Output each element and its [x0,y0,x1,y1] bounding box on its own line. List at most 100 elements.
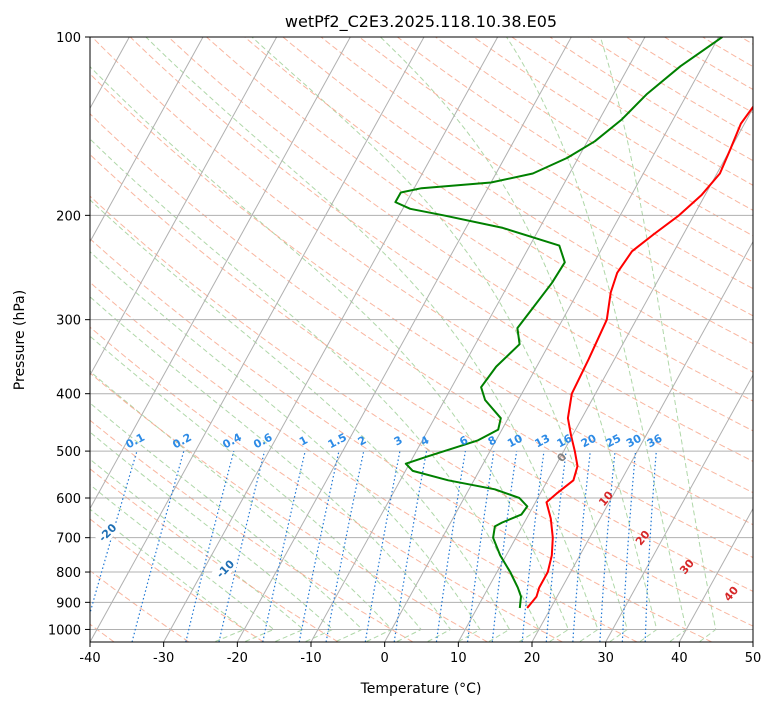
mixing-ratio-label: 3 [392,433,405,448]
mixing-ratio-line [185,450,235,642]
dry-adiabat [90,113,753,559]
mixing-ratio-line [521,451,545,642]
mixing-ratio-label: 0.2 [170,431,193,452]
dry-adiabat [358,37,753,290]
y-axis-label: Pressure (hPa) [12,290,28,390]
dry-adiabat-label-bg [93,519,121,546]
y-tick-label: 500 [56,445,81,460]
isotherm [90,37,351,510]
mixing-ratio-label: 1.5 [326,431,349,452]
mixing-ratio-label: 0.1 [124,431,147,452]
dry-adiabat-label: -30 [0,485,10,508]
mixing-ratio-lines [90,450,657,642]
dry-adiabat [206,37,753,402]
mixing-ratio-line [131,450,185,642]
dry-adiabat [320,37,753,317]
dry-adiabat [168,37,753,432]
mixing-ratio-label: 20 [579,432,599,451]
moist-adiabat [90,138,540,642]
mixing-ratio-line [435,451,466,642]
mixing-ratio-line [621,451,637,642]
mixing-ratio-line [298,450,340,642]
isotherms [90,37,753,642]
y-tick-label: 600 [56,492,81,507]
dry-adiabat [244,37,753,373]
x-tick-label: 10 [450,651,467,666]
dry-adiabat [90,468,339,642]
moist-adiabat [90,65,570,642]
moist-adiabat [90,335,422,642]
x-tick-label: -40 [79,651,100,666]
y-tick-label: 800 [56,566,81,581]
moist-adiabat [90,251,481,642]
dry-adiabat-label-bg [211,555,239,583]
x-tick-label: 50 [745,651,762,666]
profile-line [394,37,723,609]
mixing-ratio-line [90,450,138,615]
dry-adiabat [90,153,753,592]
x-tick-label: 20 [524,651,541,666]
dry-adiabat-label-bg [0,483,11,510]
plot-area: 0.10.20.40.611.52346810131620253036-100-… [0,37,753,642]
moist-adiabat [90,402,363,642]
profile-line [526,105,753,609]
y-tick-label: 700 [56,532,81,547]
dry-adiabat [664,37,753,91]
dry-adiabat [90,372,488,642]
isotherm [384,37,720,642]
y-tick-label: 100 [56,31,81,46]
moist-adiabat-label: 0 [554,450,569,464]
x-tick-label: -30 [153,651,174,666]
moist-adiabat [90,431,334,642]
x-tick-label: -10 [300,651,321,666]
dry-adiabat [90,73,753,526]
y-tick-label: 200 [56,209,81,224]
isotherm [90,37,425,642]
mixing-ratio-line [218,450,266,642]
x-tick-label: 30 [597,651,614,666]
x-tick-label: -20 [227,651,248,666]
isotherm [90,37,278,377]
mixing-ratio-label: 36 [645,432,665,451]
isobars [90,37,753,630]
y-tick-label: 300 [56,314,81,329]
dry-adiabat [473,37,753,211]
isotherm [457,107,753,642]
mixing-ratio-label: 8 [486,433,499,448]
dry-adiabats [90,37,753,642]
moist-adiabat [90,199,511,642]
mixing-ratio-label: 13 [533,432,553,451]
isotherm [678,507,753,642]
chart-title: wetPf2_C2E3.2025.118.10.38.E05 [285,12,557,32]
x-axis-label: Temperature (°C) [360,681,482,697]
moist-adiabat [145,37,599,642]
moist-adiabat [380,37,658,642]
mixing-ratio-line [466,451,495,642]
moist-adiabat [506,37,687,642]
plot-frame [89,36,754,643]
dry-adiabat [90,518,264,642]
isotherm [163,37,499,642]
y-tick-label: 1000 [48,623,81,638]
isotherm [236,37,572,642]
moist-adiabat [90,370,393,642]
dry-adiabat [282,37,753,345]
dry-adiabat [435,37,753,237]
dry-adiabat [549,37,753,162]
dry-adiabat [129,37,753,462]
moist-adiabats [90,37,717,642]
moist-adiabat-label: 30 [677,557,697,577]
mixing-ratio-label: 16 [555,432,575,451]
isotherm [605,374,753,642]
moist-adiabat [90,296,452,642]
mixing-ratio-label: 4 [418,433,431,448]
line-labels: 0.10.20.40.611.52346810131620253036-100-… [0,431,741,604]
isotherm [90,37,204,243]
mixing-ratio-line [599,451,616,642]
dry-adiabat [587,37,753,138]
mixing-ratio-line [393,451,428,642]
mixing-ratio-label: 10 [505,431,525,450]
moist-adiabat [599,37,717,642]
mixing-ratio-label: 0.4 [220,431,244,452]
